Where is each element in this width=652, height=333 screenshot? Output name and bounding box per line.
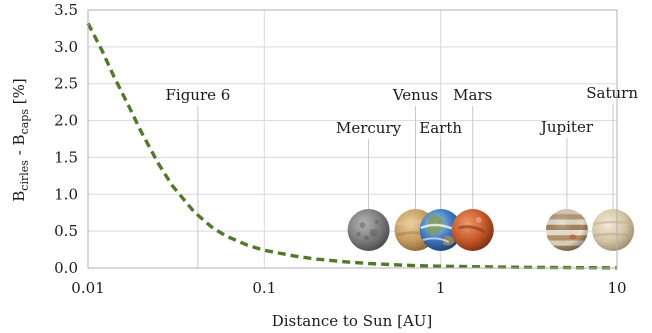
jupiter-icon	[545, 209, 588, 251]
y-axis-label-mid: - B	[10, 134, 28, 160]
x-tick-label: 0.01	[71, 279, 104, 297]
earth-icon	[419, 209, 462, 251]
y-axis-label-sub-1: cirles	[18, 160, 31, 191]
plot-frame	[87, 9, 618, 269]
annotation-label: Earth	[419, 119, 462, 137]
y-tick-label: 1.0	[54, 185, 78, 203]
annotation-labels: Figure 6 Mercury Venus Earth Mars Jupiter Satu…	[165, 84, 638, 137]
y-tick-label: 2.0	[54, 112, 78, 130]
planet-images	[347, 209, 635, 251]
annotation-label: Mars	[453, 86, 492, 104]
y-axis-label-tail: [%]	[10, 78, 28, 109]
mercury-icon	[347, 209, 390, 251]
y-tick-label: 1.5	[54, 148, 78, 166]
y-tick-label: 3.5	[54, 1, 78, 19]
mars-icon	[451, 209, 494, 251]
y-tick-label: 2.5	[54, 75, 78, 93]
y-tick-label: 3.0	[54, 38, 78, 56]
tick-labels: 0.0 0.5 1.0 1.5 2.0 2.5 3.0 3.5 0.01 0.1 1 10	[54, 1, 626, 297]
y-tick-label: 0.5	[54, 222, 78, 240]
x-tick-label: 1	[436, 279, 446, 297]
annotation-label: Mercury	[336, 119, 402, 137]
y-axis-label-main-1: B	[10, 191, 28, 202]
annotation-label: Saturn	[586, 84, 638, 102]
annotation-label: Venus	[392, 86, 438, 104]
y-tick-label: 0.0	[54, 259, 78, 277]
x-tick-label: 10	[607, 279, 626, 297]
series-line	[86, 22, 618, 270]
x-tick-label: 0.1	[252, 279, 276, 297]
y-axis-label: Bcirles - Bcaps [%]	[10, 78, 31, 201]
y-axis-label-sub-2: caps	[18, 109, 31, 135]
x-axis-label: Distance to Sun [AU]	[272, 312, 433, 330]
saturn-icon	[592, 209, 635, 251]
annotation-label: Figure 6	[165, 86, 230, 104]
annotation-label: Jupiter	[539, 118, 594, 136]
annotation-guides	[197, 104, 614, 268]
